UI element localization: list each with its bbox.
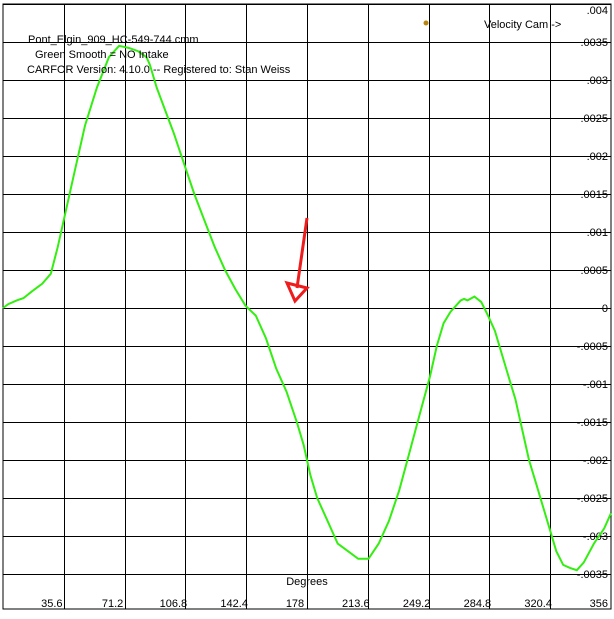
x-tick-labels: 35.6 71.2 106.8 142.4 178 213.6 249.2 284.8 320.… bbox=[41, 598, 608, 610]
header-version: CARFOR Version: 4.10.0 -- Registered to:… bbox=[27, 64, 291, 76]
header-filename: Pont_Elgin_909_HC-549-744.cmm bbox=[28, 34, 199, 46]
x-tick-label: 35.6 bbox=[41, 598, 62, 610]
y-tick-label: .002 bbox=[587, 151, 608, 163]
y-tick-label: .004 bbox=[587, 5, 608, 17]
header-smooth-intake: Green Smooth = NO Intake bbox=[35, 49, 169, 61]
y-tick-label: -.0015 bbox=[577, 417, 608, 429]
x-tick-label: 356 bbox=[590, 598, 608, 610]
x-axis-title: Degrees bbox=[286, 576, 328, 588]
y-tick-label: -.002 bbox=[583, 455, 608, 467]
y-tick-labels: .004 .0035 .003 .0025 .002 .0015 .001 .0005 0 -.0… bbox=[577, 5, 608, 581]
legend-label: Velocity Cam -> bbox=[484, 19, 561, 31]
y-tick-label: -.003 bbox=[583, 531, 608, 543]
x-tick-label: 213.6 bbox=[342, 598, 370, 610]
y-tick-label: -.001 bbox=[583, 379, 608, 391]
arrow-head bbox=[284, 280, 310, 304]
y-tick-label: .0005 bbox=[580, 265, 608, 277]
y-tick-label: .001 bbox=[587, 227, 608, 239]
arrow-shaft bbox=[295, 217, 309, 289]
velocity-series-line bbox=[2, 44, 612, 572]
y-tick-label: -.0035 bbox=[577, 569, 608, 581]
y-tick-label: 0 bbox=[602, 303, 608, 315]
y-tick-label: .0015 bbox=[580, 189, 608, 201]
x-tick-label: 142.4 bbox=[220, 598, 248, 610]
y-tick-label: .0025 bbox=[580, 113, 608, 125]
annotation-arrow bbox=[284, 217, 310, 304]
x-tick-label: 71.2 bbox=[102, 598, 123, 610]
x-tick-label: 178 bbox=[286, 598, 304, 610]
legend-marker bbox=[423, 20, 429, 26]
y-tick-label: -.0005 bbox=[577, 341, 608, 353]
y-tick-label: .0035 bbox=[580, 37, 608, 49]
y-tick-label: .003 bbox=[587, 75, 608, 87]
x-tick-label: 249.2 bbox=[403, 598, 431, 610]
y-tick-label: -.0025 bbox=[577, 493, 608, 505]
x-tick-label: 106.8 bbox=[160, 598, 188, 610]
x-tick-label: 284.8 bbox=[464, 598, 492, 610]
x-tick-label: 320.4 bbox=[524, 598, 552, 610]
